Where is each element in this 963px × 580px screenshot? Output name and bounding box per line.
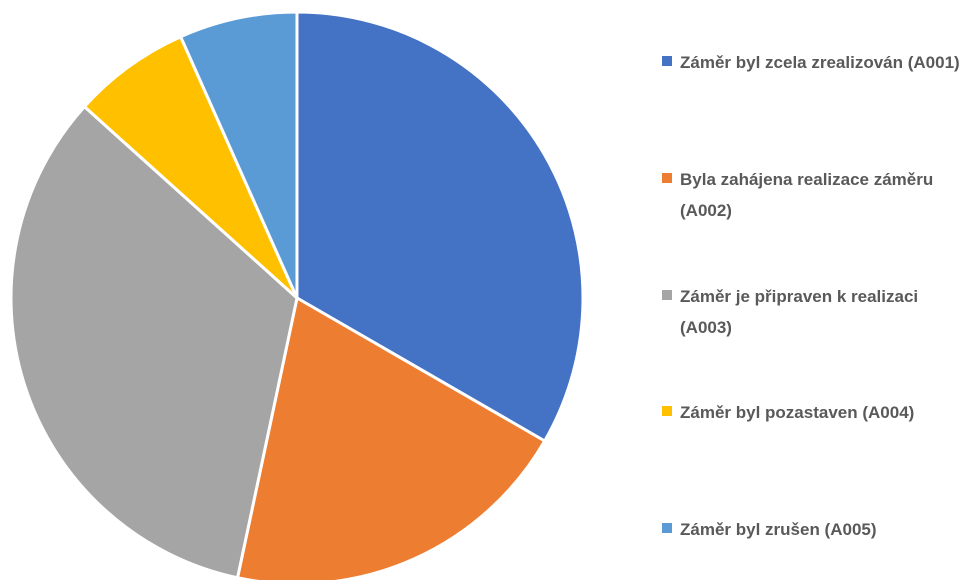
legend-entry: Byla zahájena realizace záměru (A002) [662,164,962,226]
legend-entry: Záměr byl zcela zrealizován (A001) [662,47,962,78]
legend-swatch [662,523,672,533]
legend-swatch [662,290,672,300]
legend-label: Byla zahájena realizace záměru (A002) [680,170,934,220]
pie-slice [295,10,585,444]
pie-slice [9,104,299,580]
legend-label: Záměr byl pozastaven (A004) [680,403,915,422]
legend-swatch [662,173,672,183]
legend-swatch [662,406,672,416]
pie-chart [9,10,585,580]
pie-slice [235,295,547,580]
pie-slice [178,10,299,299]
legend-label: Záměr byl zrušen (A005) [680,520,877,539]
legend-swatch [662,56,672,66]
legend-label: Záměr je připraven k realizaci (A003) [680,287,919,337]
pie-slice [82,34,299,300]
legend-entry: Záměr byl pozastaven (A004) [662,397,962,428]
legend-entry: Záměr byl zrušen (A005) [662,514,962,545]
legend-label: Záměr byl zcela zrealizován (A001) [680,53,960,72]
legend: Záměr byl zcela zrealizován (A001) Byla z… [662,0,962,580]
legend-entry: Záměr je připraven k realizaci (A003) [662,281,962,343]
